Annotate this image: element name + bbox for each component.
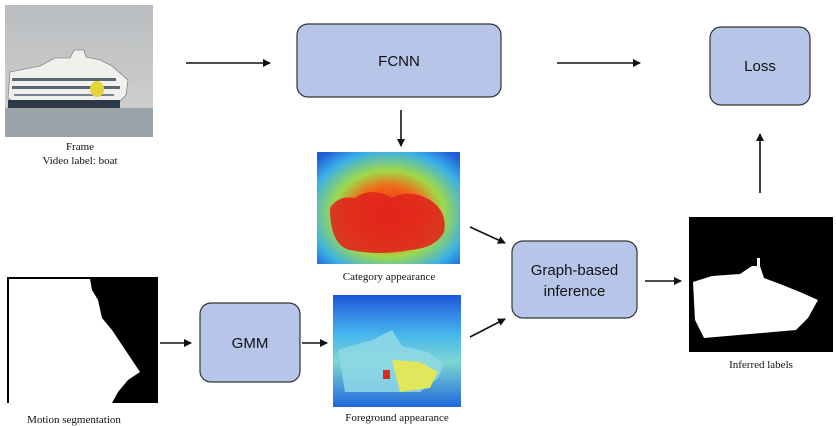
graph-inference-node: Graph-based inference xyxy=(511,240,638,319)
fcnn-label: FCNN xyxy=(378,53,420,70)
motion-segmentation-mask xyxy=(7,277,158,403)
gmm-label: GMM xyxy=(232,335,269,352)
fcnn-node: FCNN xyxy=(296,23,502,98)
category-appearance-caption: Category appearance xyxy=(343,271,436,283)
arrow-category-to-inference xyxy=(469,226,506,244)
graph-inference-label-line2: inference xyxy=(544,283,606,300)
gmm-node: GMM xyxy=(199,302,301,383)
graph-inference-label-line1: Graph-based xyxy=(531,262,619,279)
frame-photo xyxy=(5,5,153,137)
arrows xyxy=(160,59,764,347)
inferred-labels-caption: Inferred labels xyxy=(729,359,793,371)
loss-node: Loss xyxy=(709,26,811,106)
inferred-labels-mask xyxy=(689,217,833,352)
foreground-appearance-caption: Foreground appearance xyxy=(345,412,449,424)
video-label-caption: Video label: boat xyxy=(42,155,117,167)
loss-label: Loss xyxy=(744,58,776,75)
category-appearance-map xyxy=(317,152,460,264)
arrow-foreground-to-inference xyxy=(469,318,506,338)
foreground-appearance-map xyxy=(333,295,461,407)
frame-caption: Frame xyxy=(66,141,94,153)
motion-segmentation-caption: Motion segmentation xyxy=(27,414,121,426)
